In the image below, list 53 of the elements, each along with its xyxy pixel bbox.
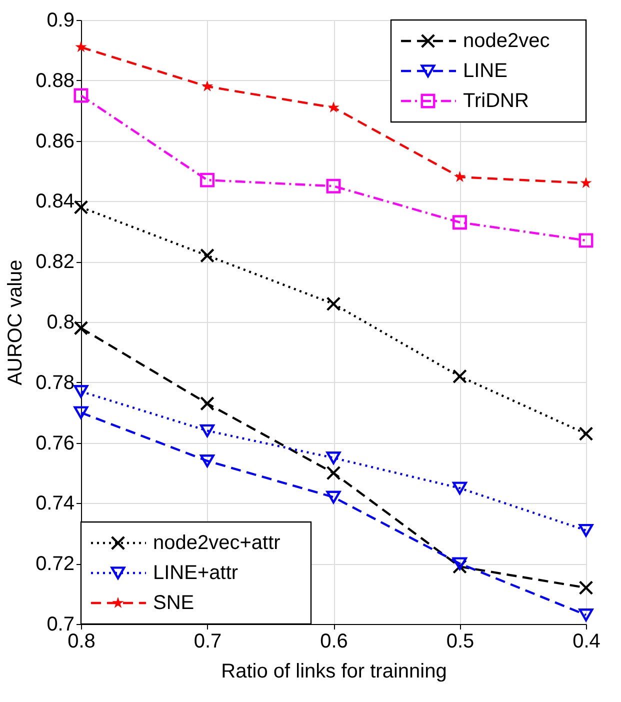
y-tick-label: 0.88 (36, 70, 74, 92)
point (74, 320, 88, 336)
point (326, 296, 341, 312)
point (74, 406, 88, 420)
x-axis-title: Ratio of links for trainning (221, 660, 447, 682)
point (452, 559, 467, 574)
y-tick-label: 0.84 (36, 190, 74, 213)
legend-label: TriDNR (463, 90, 529, 112)
point (200, 424, 214, 438)
point (201, 80, 214, 92)
y-tick-label: 0.8 (46, 312, 74, 334)
point (74, 385, 88, 398)
point (200, 396, 214, 411)
y-tick-label: 0.82 (36, 251, 74, 274)
y-tick-label: 0.72 (36, 553, 74, 576)
y-tick-label: 0.74 (36, 492, 74, 515)
y-tick-label: 0.86 (36, 130, 74, 152)
point (326, 178, 341, 194)
y-tick-label: 0.76 (36, 432, 74, 454)
legend-label: node2vec+attr (153, 532, 281, 554)
x-tick-label: 0.6 (320, 630, 348, 652)
point (200, 454, 214, 468)
point (452, 557, 467, 570)
point (75, 41, 87, 52)
point (200, 248, 214, 263)
point (578, 233, 594, 248)
point (578, 580, 594, 595)
x-tick-label: 0.4 (572, 630, 600, 652)
y-tick-label: 0.78 (36, 372, 74, 394)
point (74, 200, 88, 214)
legend-label: LINE+attr (153, 562, 238, 584)
point (452, 369, 467, 384)
point (74, 88, 88, 103)
x-tick-label: 0.8 (68, 630, 96, 652)
point (580, 176, 592, 188)
point (578, 426, 594, 441)
point (452, 215, 467, 230)
point (578, 524, 594, 537)
point (328, 101, 340, 113)
point (200, 172, 214, 188)
point (326, 466, 341, 480)
y-axis-title: AUROC value (4, 260, 27, 386)
legend-label: LINE (463, 60, 508, 82)
y-tick-label: 0.9 (46, 10, 74, 32)
point (326, 451, 341, 464)
x-tick-label: 0.7 (194, 630, 222, 652)
legend-label: SNE (153, 592, 194, 614)
point (326, 490, 341, 504)
point (454, 170, 466, 182)
point (452, 482, 467, 495)
point (578, 608, 594, 622)
legend-label: node2vec (463, 30, 550, 52)
x-tick-label: 0.5 (446, 630, 474, 652)
